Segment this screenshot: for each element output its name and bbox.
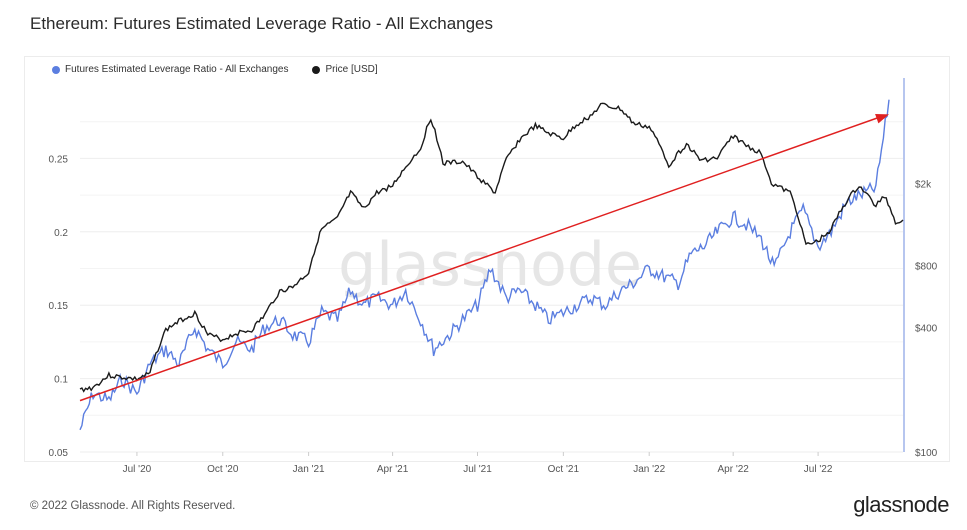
series-line-price [79, 102, 904, 393]
gridlines [80, 121, 903, 453]
chart-title: Ethereum: Futures Estimated Leverage Rat… [30, 14, 494, 33]
series-group [79, 99, 904, 431]
y-left-tick-label: 0.25 [49, 154, 69, 165]
glassnode-logo: glassnode [853, 492, 949, 517]
y-left-tick-label: 0.1 [54, 375, 68, 386]
watermark-text: glassnode [338, 230, 642, 300]
axes: 0.05 0.1 0.15 0.2 0.25 $100 $400 $800 $2k Jul '20… [49, 78, 938, 475]
y-right-tick-label: $400 [915, 324, 938, 335]
series-line-leverage [79, 99, 890, 431]
legend-label-leverage: Futures Estimated Leverage Ratio - All E… [65, 64, 289, 75]
legend-item-price[interactable]: Price [USD] [312, 64, 378, 75]
chart-panel [24, 56, 950, 462]
x-tick-label: Jan '21 [293, 464, 325, 475]
legend: Futures Estimated Leverage Ratio - All E… [52, 64, 378, 75]
copyright-text: © 2022 Glassnode. All Rights Reserved. [30, 500, 236, 512]
legend-label-price: Price [USD] [325, 64, 378, 75]
x-tick-label: Jul '21 [463, 464, 492, 475]
legend-item-leverage[interactable]: Futures Estimated Leverage Ratio - All E… [52, 64, 288, 75]
x-tick-label: Apr '21 [377, 464, 409, 475]
y-right-tick-label: $2k [915, 179, 932, 190]
y-left-tick-label: 0.2 [54, 228, 68, 239]
x-tick-label: Jul '22 [804, 464, 833, 475]
x-tick-label: Oct '21 [548, 464, 580, 475]
legend-dot-leverage [52, 65, 60, 74]
trend-arrow-line [79, 116, 880, 402]
trend-arrow-head [875, 113, 890, 124]
y-right-tick-label: $100 [915, 448, 938, 459]
y-left-tick-label: 0.15 [49, 301, 69, 312]
x-tick-label: Jul '20 [123, 464, 152, 475]
legend-dot-price [312, 65, 321, 74]
x-tick-label: Jan '22 [633, 464, 665, 475]
x-tick-label: Apr '22 [717, 464, 749, 475]
y-left-tick-label: 0.05 [49, 448, 69, 459]
x-tick-label: Oct '20 [207, 464, 239, 475]
annotations [79, 113, 890, 402]
y-right-tick-label: $800 [915, 262, 938, 273]
